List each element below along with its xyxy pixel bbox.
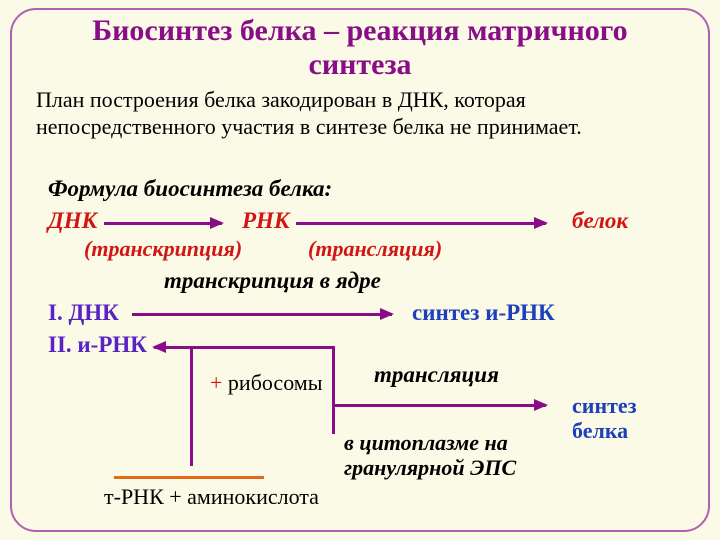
arrow-dna-rna — [104, 222, 222, 225]
step-2: II. и-РНК — [48, 332, 147, 358]
protein-synthesis: синтез белка — [572, 393, 637, 444]
slide-title: Биосинтез белка – реакция матричного син… — [12, 10, 708, 81]
slide-frame: Биосинтез белка – реакция матричного син… — [10, 8, 710, 532]
label-transcription: (транскрипция) — [84, 236, 242, 262]
formula-protein: белок — [572, 208, 628, 234]
section-nucleus: транскрипция в ядре — [164, 268, 381, 294]
trna-label: т-РНК + аминокислота — [104, 484, 319, 510]
bracket-left-vert — [190, 346, 193, 466]
step-1: I. ДНК — [48, 300, 119, 326]
orange-underline — [114, 476, 264, 479]
formula-caption: Формула биосинтеза белка: — [48, 176, 332, 202]
formula-rna: РНК — [242, 208, 290, 234]
title-line-1: Биосинтез белка – реакция матричного — [92, 14, 627, 47]
protein-syn-l1: синтез — [572, 393, 637, 418]
cytoplasm-label: в цитоплазме на гранулярной ЭПС — [344, 430, 516, 481]
title-line-2: синтеза — [309, 48, 412, 81]
bracket-right-vert — [332, 346, 335, 434]
ribosomes-label: + + рибосомырибосомы — [210, 370, 323, 396]
label-translation: (трансляция) — [308, 236, 442, 262]
arrow-step1 — [132, 313, 392, 316]
cyto-l2: гранулярной ЭПС — [344, 455, 516, 480]
intro-paragraph: План построения белка закодирован в ДНК,… — [12, 81, 708, 140]
step-1-result: синтез и-РНК — [412, 300, 555, 326]
arrow-to-synthesis — [332, 404, 546, 407]
intro-line-2: непосредственного участия в синтезе белк… — [36, 114, 582, 139]
cyto-l1: в цитоплазме на — [344, 430, 508, 455]
protein-syn-l2: белка — [572, 418, 628, 443]
translation-label: трансляция — [374, 362, 499, 388]
formula-dna: ДНК — [48, 208, 97, 234]
intro-line-1: План построения белка закодирован в ДНК,… — [36, 87, 526, 112]
arrow-bracket-top — [154, 346, 334, 349]
arrow-rna-protein — [296, 222, 546, 225]
